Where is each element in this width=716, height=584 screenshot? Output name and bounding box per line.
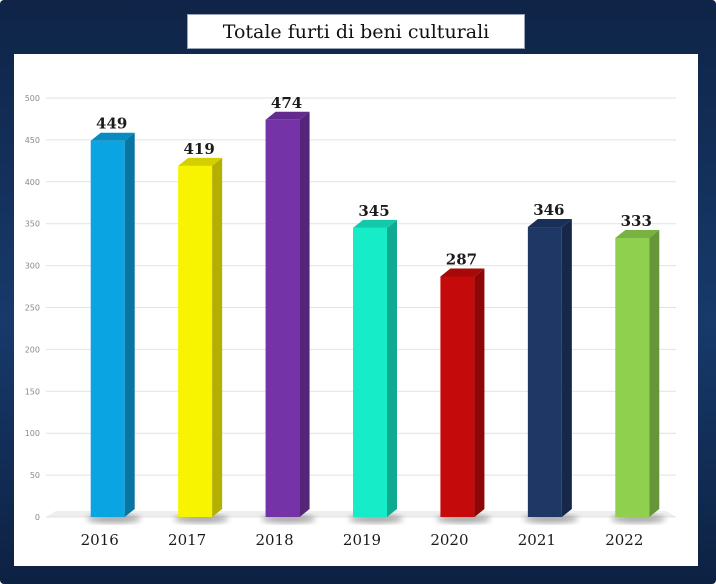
y-tick-label: 100: [25, 429, 40, 438]
data-label: 287: [446, 250, 477, 268]
y-tick-label: 400: [25, 178, 40, 187]
x-tick-label: 2020: [430, 531, 468, 549]
bar-side: [299, 111, 310, 517]
bars: [86, 111, 666, 523]
bar-2021: [527, 227, 562, 517]
y-tick-label: 300: [25, 262, 40, 271]
bar-top: [527, 219, 572, 228]
data-label: 419: [183, 140, 214, 158]
x-tick-label: 2016: [81, 531, 119, 549]
bar-2022: [615, 237, 650, 518]
data-label: 346: [533, 201, 564, 219]
y-tick-label: 450: [25, 136, 40, 145]
x-tick-label: 2022: [605, 531, 643, 549]
bar-chart: 0 50 100 150 200 250 300 350 400 450 500 449 419 474…: [25, 94, 676, 549]
data-labels: 449 419 474 345 287 346 333: [96, 94, 652, 269]
y-tick-label: 500: [25, 94, 40, 103]
bar-side: [561, 219, 572, 517]
bar-2020: [440, 276, 475, 517]
y-tick-label: 50: [30, 471, 40, 480]
y-axis-ticks: 0 50 100 150 200 250 300 350 400 450 500: [25, 94, 40, 522]
y-tick-label: 200: [25, 345, 40, 354]
bar-top: [178, 157, 223, 166]
bar-side: [649, 229, 660, 518]
y-tick-label: 150: [25, 387, 40, 396]
bar-side: [474, 268, 485, 517]
chart-title: Totale furti di beni culturali: [187, 14, 525, 49]
bar-2016: [90, 140, 125, 517]
bar-side: [212, 157, 223, 517]
bar-top: [440, 268, 485, 277]
x-tick-label: 2019: [343, 531, 381, 549]
bar-side: [387, 219, 397, 517]
x-axis-labels: 2016 2017 2018 2019 2020 2021 2022: [81, 531, 644, 549]
x-tick-label: 2021: [518, 531, 556, 549]
bar-2017: [178, 165, 213, 517]
y-tick-label: 250: [25, 304, 40, 313]
x-tick-label: 2018: [255, 531, 293, 549]
y-tick-label: 0: [35, 513, 40, 522]
data-label: 345: [358, 202, 389, 220]
bar-top: [265, 111, 310, 120]
plot-panel: 0 50 100 150 200 250 300 350 400 450 500 449 419 474…: [14, 54, 698, 566]
data-label: 449: [96, 115, 127, 133]
bar-top: [90, 132, 135, 141]
bar-2019: [353, 227, 387, 517]
data-label: 474: [271, 94, 302, 112]
data-label: 333: [621, 212, 652, 230]
bar-side: [124, 132, 135, 517]
bar-top: [615, 229, 660, 238]
y-tick-label: 350: [25, 220, 40, 229]
bar-2018: [265, 119, 300, 518]
x-tick-label: 2017: [168, 531, 206, 549]
bar-top: [353, 219, 397, 228]
